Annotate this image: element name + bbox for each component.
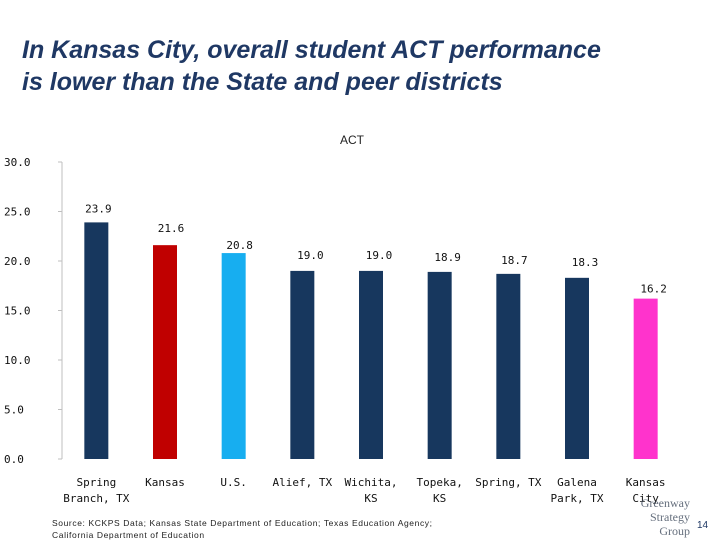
x-tick-label: Spring <box>76 476 116 489</box>
bar <box>496 273 521 459</box>
bar <box>221 253 246 459</box>
greenway-strategy-group-logo: Greenway Strategy Group <box>598 496 690 538</box>
slide-title-line-1: In Kansas City, overall student ACT perf… <box>22 36 601 64</box>
x-tick-label: Wichita, <box>345 476 398 489</box>
y-tick-label: 5.0 <box>4 404 24 417</box>
bar <box>84 222 109 459</box>
y-tick-label: 20.0 <box>4 255 31 268</box>
source-note: Source: KCKPS Data; Kansas State Departm… <box>52 517 433 541</box>
y-tick-label: 25.0 <box>4 206 31 219</box>
bar <box>565 277 589 459</box>
data-label: 16.2 <box>640 283 667 296</box>
x-tick-label: U.S. <box>220 476 247 489</box>
chart-title: ACT <box>340 133 365 147</box>
source-line-1: Source: KCKPS Data; Kansas State Departm… <box>52 518 433 528</box>
data-label: 18.3 <box>572 256 599 269</box>
data-label: 18.9 <box>434 251 461 264</box>
x-tick-label: Alief, TX <box>273 476 333 489</box>
data-label: 21.6 <box>158 222 185 235</box>
x-tick-label: Topeka, <box>416 476 462 489</box>
data-label: 18.7 <box>501 254 528 267</box>
x-tick-label: Spring, TX <box>475 476 542 489</box>
source-line-2: California Department of Education <box>52 530 205 540</box>
slide-title-line-2: is lower than the State and peer distric… <box>22 68 503 96</box>
logo-line-3: Group <box>659 524 690 538</box>
page-number: 14 <box>697 520 709 531</box>
bar <box>290 270 315 459</box>
data-label: 23.9 <box>85 202 112 215</box>
bar <box>633 298 658 459</box>
logo-line-2: Strategy <box>650 510 690 524</box>
x-tick-label: City <box>632 492 659 505</box>
data-label: 19.0 <box>366 249 393 262</box>
logo-line-1: Greenway <box>640 496 690 510</box>
bar <box>427 271 452 459</box>
x-tick-label: KS <box>364 492 377 505</box>
slide-title: In Kansas City, overall student ACT perf… <box>22 34 702 98</box>
y-tick-label: 15.0 <box>4 305 31 318</box>
x-tick-label: Park, TX <box>551 492 604 505</box>
data-label: 20.8 <box>226 239 253 252</box>
x-tick-label: Kansas <box>145 476 185 489</box>
bar <box>153 245 177 459</box>
x-tick-label: Kansas <box>626 476 666 489</box>
bar <box>359 270 383 459</box>
y-tick-label: 10.0 <box>4 354 31 367</box>
y-tick-label: 30.0 <box>4 156 31 169</box>
data-label: 19.0 <box>297 249 324 262</box>
y-tick-label: 0.0 <box>4 453 24 466</box>
x-tick-label: Branch, TX <box>63 492 130 505</box>
x-tick-label: KS <box>433 492 446 505</box>
x-tick-label: Galena <box>557 476 597 489</box>
